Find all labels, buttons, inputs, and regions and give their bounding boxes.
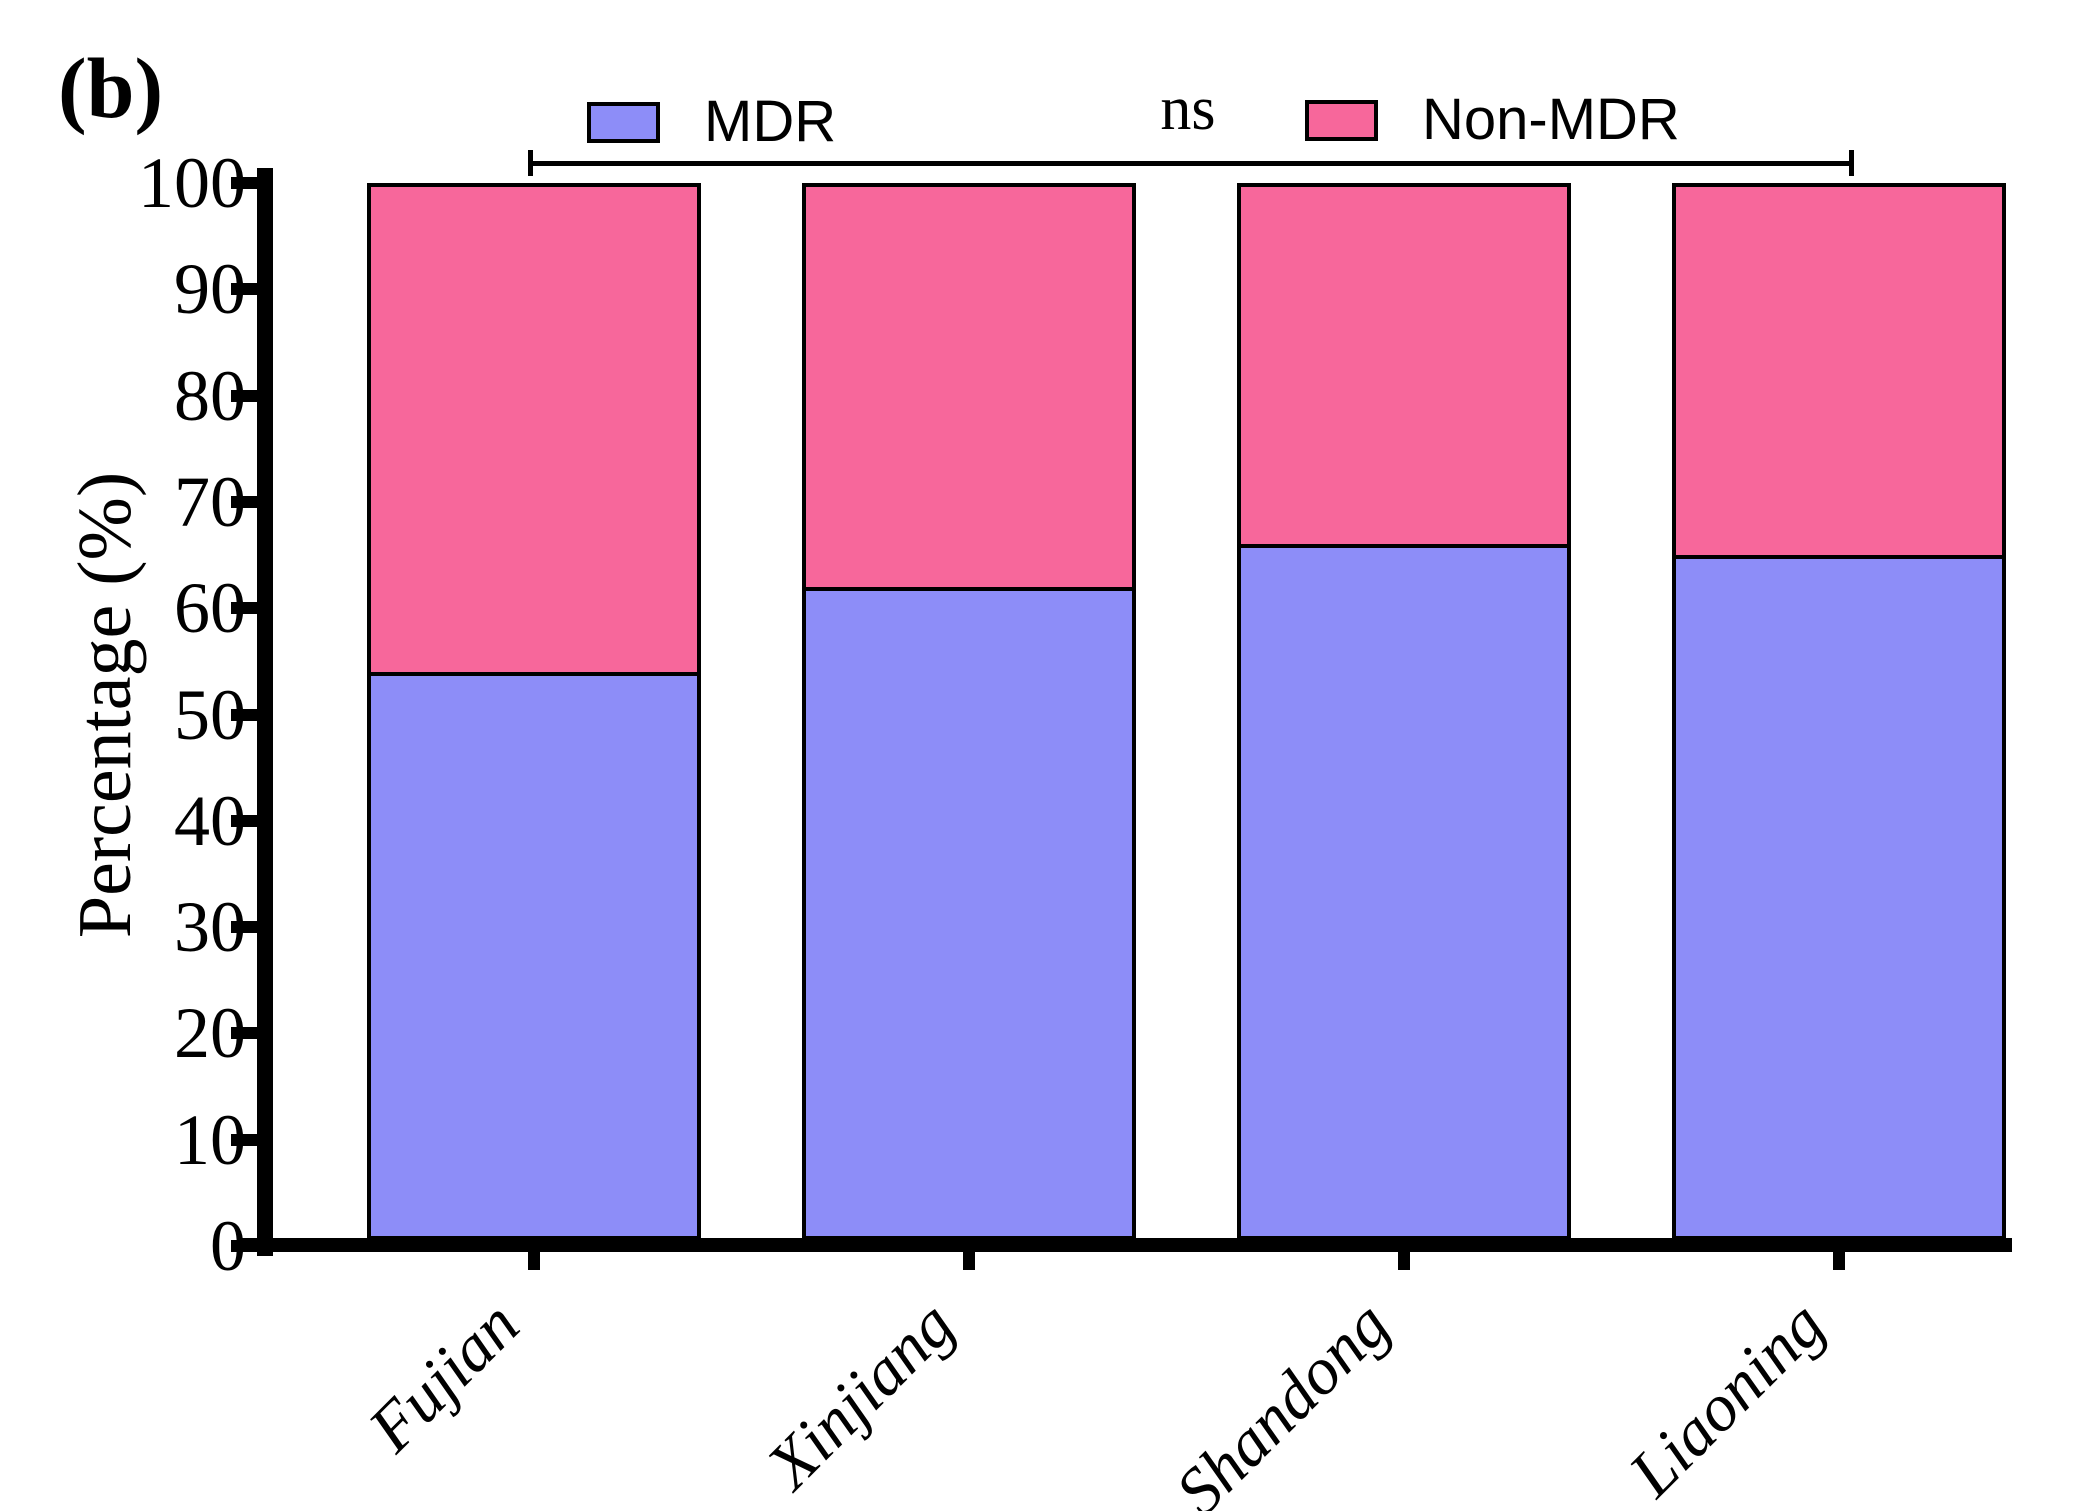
y-tick-label: 70 — [174, 461, 246, 542]
y-axis-line — [257, 168, 273, 1256]
stacked-bar-fujian — [367, 183, 701, 1240]
y-tick-label: 40 — [174, 780, 246, 861]
y-tick — [231, 283, 257, 296]
y-tick-label: 90 — [174, 249, 246, 330]
category-label: Shandong — [1161, 1287, 1404, 1511]
category-label: Xinjiang — [752, 1287, 969, 1503]
panel-label: (b) — [58, 40, 164, 136]
category-label: Fujian — [354, 1287, 534, 1466]
non-mdr-color-swatch — [1305, 99, 1378, 141]
significance-bracket-right-cap — [1849, 150, 1854, 176]
y-tick — [231, 1240, 257, 1252]
y-tick — [231, 389, 257, 402]
y-tick — [231, 814, 257, 827]
significance-bracket-left-cap — [528, 150, 533, 176]
y-tick-label: 30 — [174, 887, 246, 968]
bar-segment-mdr — [806, 586, 1132, 1236]
x-tick — [1398, 1251, 1410, 1270]
stacked-bar-shandong — [1237, 183, 1571, 1240]
x-tick — [1833, 1251, 1845, 1270]
bar-segment-mdr — [1676, 555, 2002, 1236]
mdr-color-swatch — [587, 101, 660, 143]
stacked-bar-xinjiang — [802, 183, 1136, 1240]
y-tick — [231, 1027, 257, 1040]
legend-item-non-mdr: Non-MDR — [1305, 87, 1680, 152]
ns-annotation: ns — [1160, 75, 1216, 143]
y-tick-label: 80 — [174, 355, 246, 436]
legend-label-non-mdr: Non-MDR — [1422, 87, 1680, 152]
bar-segment-mdr — [371, 671, 697, 1236]
x-tick — [528, 1251, 540, 1270]
y-tick — [231, 602, 257, 615]
y-tick — [231, 708, 257, 721]
y-tick-label: 60 — [174, 568, 246, 649]
y-tick-label: 0 — [210, 1206, 246, 1286]
y-tick — [231, 1133, 257, 1146]
y-tick — [231, 177, 257, 189]
y-tick-label: 50 — [174, 674, 246, 755]
y-tick-label: 100 — [138, 143, 246, 223]
x-tick — [963, 1251, 975, 1270]
y-tick-label: 10 — [174, 1099, 246, 1180]
stacked-bar-liaoning — [1672, 183, 2006, 1240]
y-tick — [231, 495, 257, 508]
y-tick-label: 20 — [174, 993, 246, 1074]
y-tick — [231, 921, 257, 934]
category-label: Liaoning — [1615, 1287, 1839, 1511]
x-axis-line — [242, 1238, 2012, 1252]
significance-bracket-line — [528, 161, 1854, 166]
legend-label-mdr: MDR — [704, 89, 837, 154]
bar-segment-mdr — [1241, 544, 1567, 1236]
legend-item-mdr: MDR — [587, 89, 837, 154]
